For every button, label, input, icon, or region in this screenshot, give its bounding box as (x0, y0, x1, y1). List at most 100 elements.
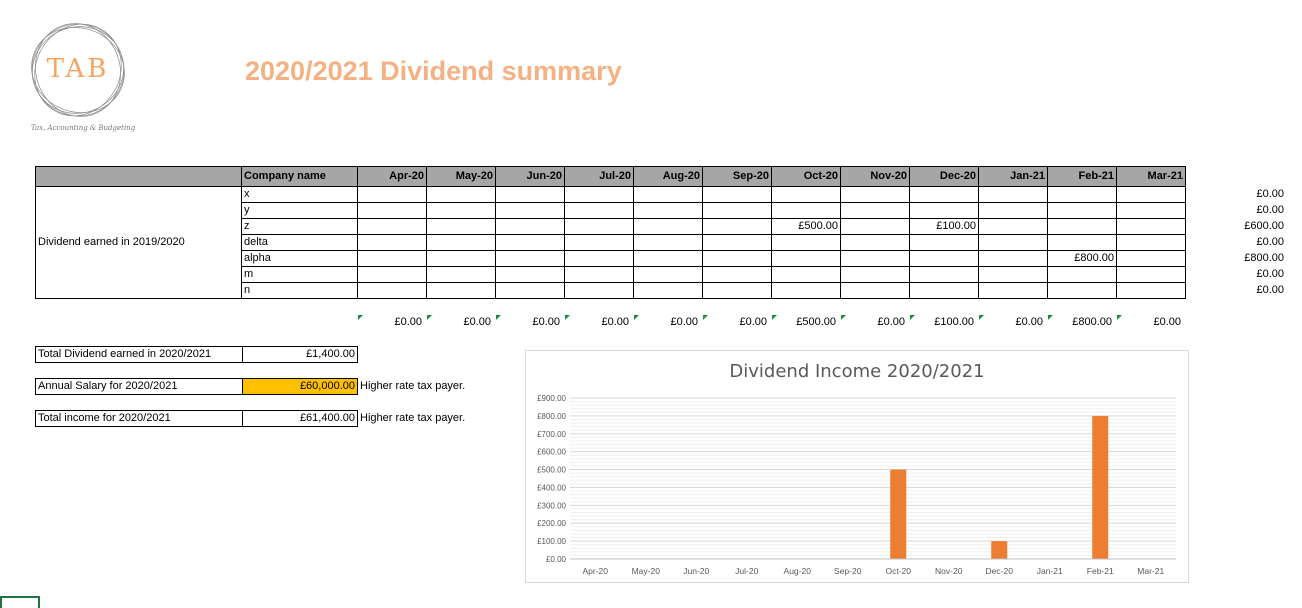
dividend-cell[interactable] (909, 282, 979, 299)
dividend-cell[interactable] (978, 186, 1048, 203)
total-dividend-label[interactable]: Total Dividend earned in 2020/2021 (36, 347, 243, 362)
month-header[interactable]: Nov-20 (840, 166, 910, 187)
company-name-cell[interactable]: n (241, 282, 358, 299)
dividend-cell[interactable] (1116, 250, 1186, 267)
row-total-value[interactable]: £0.00 (1256, 284, 1284, 296)
annual-salary-value[interactable]: £60,000.00 (243, 379, 357, 394)
dividend-cell[interactable] (978, 266, 1048, 283)
dividend-cell[interactable] (771, 266, 841, 283)
dividend-cell[interactable] (564, 186, 634, 203)
dividend-cell[interactable] (771, 202, 841, 219)
annual-salary-label[interactable]: Annual Salary for 2020/2021 (36, 379, 243, 394)
dividend-cell[interactable] (840, 282, 910, 299)
dividend-cell[interactable]: £800.00 (1047, 250, 1117, 267)
dividend-cell[interactable] (702, 234, 772, 251)
dividend-cell[interactable] (1047, 186, 1117, 203)
row-total-value[interactable]: £0.00 (1256, 204, 1284, 216)
month-total-value[interactable]: £0.00 (877, 316, 905, 328)
total-income-label[interactable]: Total income for 2020/2021 (36, 411, 243, 426)
dividend-cell[interactable] (909, 186, 979, 203)
dividend-cell[interactable] (909, 266, 979, 283)
dividend-cell[interactable] (495, 250, 565, 267)
dividend-cell[interactable] (771, 250, 841, 267)
month-header[interactable]: Mar-21 (1116, 166, 1186, 187)
dividend-cell[interactable] (909, 250, 979, 267)
dividend-cell[interactable] (495, 186, 565, 203)
dividend-cell[interactable] (495, 202, 565, 219)
dividend-cell[interactable] (1047, 202, 1117, 219)
month-total-value[interactable]: £0.00 (1153, 316, 1181, 328)
dividend-cell[interactable] (564, 202, 634, 219)
income-tax-note[interactable]: Higher rate tax payer. (360, 412, 466, 424)
month-header[interactable]: Aug-20 (633, 166, 703, 187)
dividend-cell[interactable] (564, 266, 634, 283)
dividend-cell[interactable] (357, 186, 427, 203)
chart-bar[interactable] (890, 469, 907, 559)
month-total-value[interactable]: £0.00 (670, 316, 698, 328)
month-total-value[interactable]: £800.00 (1072, 316, 1112, 328)
dividend-cell[interactable]: £500.00 (771, 218, 841, 235)
row-total-value[interactable]: £0.00 (1256, 188, 1284, 200)
dividend-cell[interactable] (495, 234, 565, 251)
dividend-cell[interactable] (702, 282, 772, 299)
dividend-cell[interactable] (771, 234, 841, 251)
header-blank-cell[interactable] (35, 166, 242, 187)
month-header[interactable]: Jan-21 (978, 166, 1048, 187)
dividend-row-label[interactable]: Dividend earned in 2019/2020 (35, 186, 242, 299)
month-total-value[interactable]: £100.00 (934, 316, 974, 328)
dividend-cell[interactable]: £100.00 (909, 218, 979, 235)
dividend-cell[interactable] (564, 282, 634, 299)
dividend-cell[interactable] (978, 218, 1048, 235)
month-total-value[interactable]: £0.00 (739, 316, 767, 328)
row-total-value[interactable]: £0.00 (1256, 236, 1284, 248)
dividend-cell[interactable] (495, 266, 565, 283)
dividend-cell[interactable] (1047, 218, 1117, 235)
dividend-cell[interactable] (771, 282, 841, 299)
salary-tax-note[interactable]: Higher rate tax payer. (360, 380, 466, 392)
dividend-cell[interactable] (495, 218, 565, 235)
chart-bar[interactable] (991, 541, 1008, 559)
dividend-cell[interactable] (426, 282, 496, 299)
dividend-cell[interactable] (357, 250, 427, 267)
row-total-value[interactable]: £0.00 (1256, 268, 1284, 280)
row-total-value[interactable]: £600.00 (1244, 220, 1284, 232)
company-name-cell[interactable]: alpha (241, 250, 358, 267)
dividend-cell[interactable] (357, 234, 427, 251)
total-dividend-value[interactable]: £1,400.00 (306, 348, 355, 360)
dividend-cell[interactable] (978, 234, 1048, 251)
chart-bar[interactable] (1092, 415, 1109, 559)
dividend-cell[interactable] (426, 218, 496, 235)
dividend-cell[interactable] (357, 218, 427, 235)
dividend-cell[interactable] (771, 186, 841, 203)
dividend-cell[interactable] (1047, 234, 1117, 251)
row-total-value[interactable]: £800.00 (1244, 252, 1284, 264)
dividend-cell[interactable] (702, 202, 772, 219)
dividend-cell[interactable] (840, 218, 910, 235)
month-total-value[interactable]: £0.00 (463, 316, 491, 328)
dividend-cell[interactable] (426, 266, 496, 283)
dividend-cell[interactable] (840, 202, 910, 219)
month-header[interactable]: Oct-20 (771, 166, 841, 187)
dividend-cell[interactable] (840, 186, 910, 203)
dividend-cell[interactable] (978, 282, 1048, 299)
dividend-cell[interactable] (564, 218, 634, 235)
dividend-cell[interactable] (1116, 282, 1186, 299)
dividend-cell[interactable] (495, 282, 565, 299)
dividend-cell[interactable] (633, 282, 703, 299)
month-header[interactable]: Feb-21 (1047, 166, 1117, 187)
dividend-cell[interactable] (702, 250, 772, 267)
total-income-value[interactable]: £61,400.00 (299, 412, 355, 424)
month-header[interactable]: Sep-20 (702, 166, 772, 187)
dividend-cell[interactable] (702, 186, 772, 203)
dividend-cell[interactable] (357, 282, 427, 299)
dividend-cell[interactable] (633, 202, 703, 219)
dividend-cell[interactable] (840, 234, 910, 251)
dividend-cell[interactable] (564, 250, 634, 267)
dividend-cell[interactable] (633, 234, 703, 251)
month-total-value[interactable]: £0.00 (601, 316, 629, 328)
dividend-cell[interactable] (840, 266, 910, 283)
company-name-cell[interactable]: y (241, 202, 358, 219)
dividend-cell[interactable] (564, 234, 634, 251)
month-header[interactable]: Jul-20 (564, 166, 634, 187)
dividend-cell[interactable] (633, 266, 703, 283)
